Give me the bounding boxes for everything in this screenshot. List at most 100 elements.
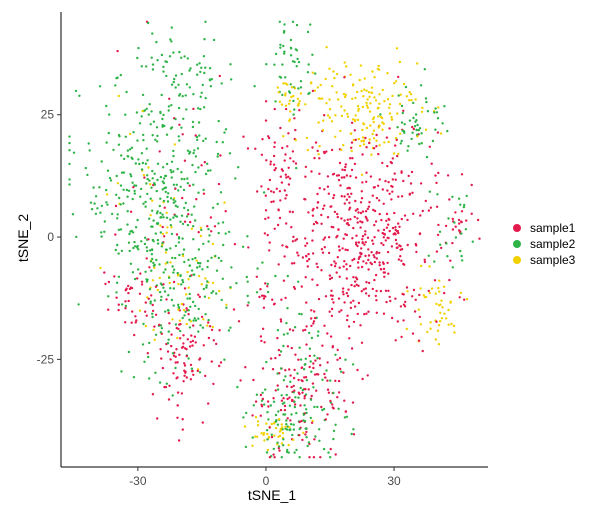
- point-sample3: [399, 132, 402, 135]
- point-sample2: [215, 269, 219, 272]
- point-sample1: [301, 391, 304, 394]
- point-sample2: [202, 242, 205, 246]
- point-sample1: [326, 379, 329, 382]
- point-sample2: [178, 253, 181, 257]
- point-sample2: [165, 162, 169, 166]
- point-sample1: [273, 227, 276, 230]
- point-sample2: [203, 295, 207, 298]
- point-sample2: [403, 131, 406, 134]
- point-sample2: [255, 291, 259, 294]
- point-sample3: [340, 148, 343, 152]
- point-sample3: [349, 73, 352, 77]
- point-sample3: [281, 431, 285, 435]
- point-sample2: [156, 140, 159, 143]
- point-sample3: [439, 311, 442, 314]
- point-sample1: [292, 376, 296, 380]
- point-sample2: [225, 306, 228, 309]
- point-sample2: [332, 391, 335, 395]
- point-sample2: [204, 137, 207, 140]
- point-sample1: [174, 355, 177, 358]
- point-sample1: [254, 147, 257, 150]
- point-sample3: [171, 318, 174, 321]
- point-sample2: [286, 332, 289, 335]
- point-sample3: [365, 89, 368, 92]
- point-sample2: [278, 20, 281, 23]
- point-sample1: [360, 197, 364, 200]
- point-sample1: [272, 303, 276, 306]
- point-sample2: [314, 72, 317, 75]
- point-sample1: [127, 291, 130, 295]
- point-sample2: [105, 104, 108, 108]
- point-sample2: [246, 294, 249, 298]
- point-sample3: [365, 101, 368, 105]
- point-sample2: [161, 213, 164, 216]
- point-sample1: [117, 308, 120, 312]
- point-sample2: [329, 379, 332, 382]
- point-sample2: [216, 202, 219, 206]
- point-sample2: [307, 441, 311, 444]
- point-sample2: [139, 195, 142, 198]
- point-sample1: [382, 312, 386, 315]
- point-sample1: [388, 229, 391, 233]
- point-sample1: [259, 393, 263, 397]
- point-sample1: [400, 195, 404, 198]
- point-sample3: [266, 448, 270, 452]
- point-sample3: [199, 226, 203, 229]
- point-sample2: [90, 208, 94, 211]
- point-sample1: [124, 300, 127, 303]
- point-sample1: [215, 342, 218, 346]
- point-sample3: [392, 152, 396, 155]
- point-sample1: [313, 373, 317, 376]
- point-sample1: [363, 313, 366, 316]
- point-sample1: [361, 377, 364, 381]
- point-sample3: [360, 140, 363, 143]
- point-sample1: [284, 369, 287, 372]
- point-sample2: [162, 286, 165, 289]
- point-sample2: [158, 290, 162, 294]
- point-sample1: [284, 153, 287, 156]
- point-sample2: [400, 139, 403, 143]
- point-sample1: [324, 418, 328, 421]
- point-sample2: [174, 117, 177, 121]
- point-sample2: [161, 180, 164, 183]
- point-sample2: [282, 379, 286, 382]
- point-sample1: [369, 175, 373, 178]
- point-sample2: [165, 133, 169, 136]
- point-sample1: [136, 277, 139, 280]
- point-sample1: [381, 188, 384, 191]
- point-sample3: [373, 96, 376, 99]
- point-sample1: [283, 404, 287, 408]
- point-sample1: [279, 408, 283, 412]
- point-sample3: [270, 422, 273, 426]
- point-sample1: [292, 235, 295, 239]
- point-sample2: [289, 83, 292, 86]
- point-sample2: [133, 277, 137, 281]
- point-sample1: [435, 320, 438, 323]
- point-sample3: [345, 65, 348, 68]
- point-sample2: [413, 125, 417, 128]
- point-sample2: [151, 32, 154, 35]
- point-sample2: [446, 255, 449, 258]
- point-sample2: [291, 433, 294, 437]
- point-sample3: [387, 140, 390, 144]
- point-sample1: [283, 408, 287, 412]
- point-sample3: [447, 308, 450, 312]
- point-sample1: [329, 447, 332, 451]
- point-sample1: [356, 312, 359, 316]
- point-sample2: [155, 258, 158, 262]
- point-sample2: [161, 117, 164, 121]
- point-sample2: [299, 358, 303, 361]
- point-sample1: [366, 236, 370, 239]
- point-sample2: [131, 181, 134, 184]
- point-sample3: [378, 124, 381, 127]
- point-sample1: [269, 357, 273, 360]
- point-sample3: [313, 89, 317, 92]
- point-sample2: [196, 73, 199, 76]
- point-sample1: [312, 322, 315, 325]
- point-sample2: [223, 358, 226, 361]
- point-sample1: [348, 206, 352, 209]
- point-sample1: [345, 292, 348, 295]
- point-sample1: [298, 420, 301, 424]
- point-sample1: [187, 313, 190, 316]
- point-sample2: [279, 350, 283, 353]
